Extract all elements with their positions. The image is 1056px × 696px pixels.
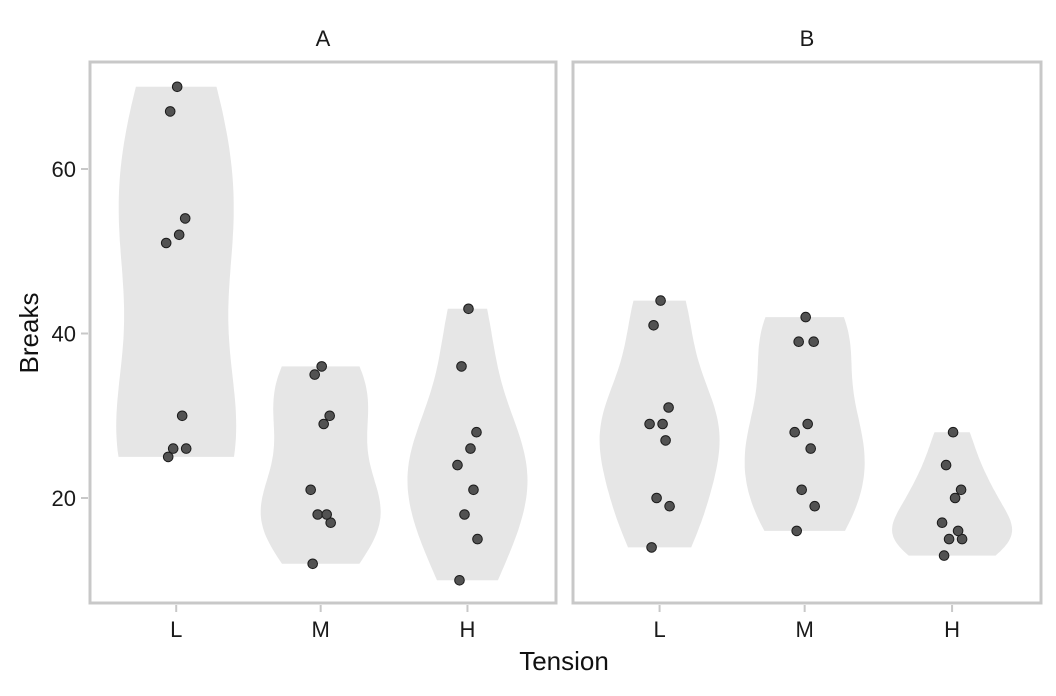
data-point [164, 106, 176, 117]
data-point [468, 484, 479, 496]
data-point [471, 426, 482, 438]
data-point [955, 484, 967, 496]
data-point [800, 311, 812, 323]
data-point [456, 361, 467, 372]
x-tick-label: L [170, 617, 182, 642]
data-point [465, 443, 476, 454]
data-point [808, 336, 820, 348]
data-point [454, 575, 465, 586]
data-point [179, 213, 191, 224]
data-point [321, 509, 333, 520]
data-point [938, 550, 950, 561]
data-point [324, 410, 336, 422]
x-tick-label: M [795, 617, 813, 642]
data-point [472, 533, 483, 545]
panel-a: A L M H [88, 26, 558, 642]
data-point [796, 484, 808, 496]
data-point [452, 459, 463, 471]
data-point [167, 443, 179, 454]
data-point [171, 81, 183, 93]
x-axis-title: Tension [519, 646, 609, 676]
data-point [463, 303, 474, 315]
data-point [646, 542, 657, 553]
data-point [793, 336, 805, 348]
data-point [936, 517, 948, 529]
data-point [947, 426, 959, 438]
data-point [180, 443, 192, 454]
data-point [644, 418, 655, 430]
y-tick-label: 20 [52, 486, 76, 511]
x-tick-label: H [944, 617, 960, 642]
data-point [309, 369, 321, 380]
data-point [316, 361, 328, 372]
data-point [655, 295, 666, 306]
data-point [802, 418, 814, 430]
data-point [663, 402, 674, 413]
data-point [943, 533, 955, 545]
data-point [657, 418, 668, 430]
data-point [318, 418, 330, 430]
data-point [651, 492, 662, 504]
panel-border [571, 60, 1043, 605]
data-point [940, 459, 952, 471]
data-point [805, 443, 817, 454]
data-point [648, 320, 659, 331]
data-point [949, 492, 961, 504]
panel-b: B L M H [571, 26, 1043, 642]
data-point [952, 525, 964, 537]
x-tick-label: L [653, 617, 665, 642]
data-point [664, 500, 675, 512]
data-point [162, 451, 174, 463]
x-tick-label: M [312, 617, 330, 642]
y-axis-title: Breaks [14, 293, 44, 374]
panel-label: B [800, 26, 815, 51]
violin-a-m [260, 366, 381, 564]
x-tick-label: H [460, 617, 476, 642]
data-point [160, 237, 172, 249]
violin-a-l [116, 86, 237, 457]
y-axis: 20 40 60 [52, 157, 88, 511]
data-point [660, 435, 671, 446]
data-point [791, 525, 803, 537]
y-tick-label: 40 [52, 322, 76, 347]
panel-label: A [316, 26, 331, 51]
data-point [305, 484, 317, 496]
data-point [312, 509, 324, 520]
data-point [809, 500, 821, 512]
data-point [307, 558, 319, 570]
data-point [176, 410, 188, 422]
data-point [459, 509, 470, 520]
panel-border [88, 60, 558, 605]
data-point [789, 426, 801, 438]
panels-layer: A L M H B L M H [88, 26, 1043, 642]
y-tick-label: 60 [52, 157, 76, 182]
data-point [173, 229, 185, 241]
